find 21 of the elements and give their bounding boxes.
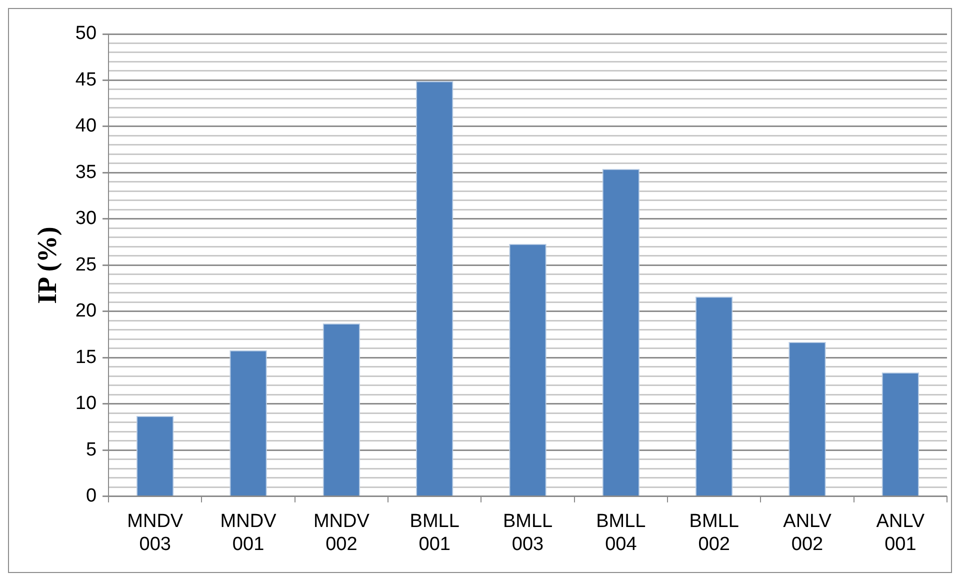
y-tick-label: 50 xyxy=(75,23,97,44)
x-tick-label: MNDV 003 xyxy=(127,511,184,555)
y-tick-label: 15 xyxy=(75,346,97,368)
y-axis-title: IP (%) xyxy=(32,226,62,304)
y-tick-label: 10 xyxy=(75,393,97,414)
y-tick-label: 35 xyxy=(75,162,97,183)
y-tick-label: 25 xyxy=(75,254,97,276)
x-tick-label: MNDV 001 xyxy=(220,511,277,555)
x-tick-label: BMLL 001 xyxy=(410,511,460,555)
x-tick-label: BMLL 002 xyxy=(689,511,739,555)
y-tick-label: 30 xyxy=(75,208,97,230)
x-tick-label: BMLL 003 xyxy=(502,511,553,555)
y-tick-label: 0 xyxy=(86,486,97,507)
y-tick-label: 45 xyxy=(75,69,97,90)
y-tick-label: 20 xyxy=(75,300,97,322)
x-tick-label: MNDV 002 xyxy=(313,511,370,555)
x-tick-label: ANLV 001 xyxy=(876,511,925,555)
y-tick-label: 40 xyxy=(75,116,97,137)
x-tick-label: ANLV 002 xyxy=(783,511,832,555)
y-tick-label: 5 xyxy=(86,439,97,460)
x-tick-label: BMLL 004 xyxy=(596,511,646,555)
